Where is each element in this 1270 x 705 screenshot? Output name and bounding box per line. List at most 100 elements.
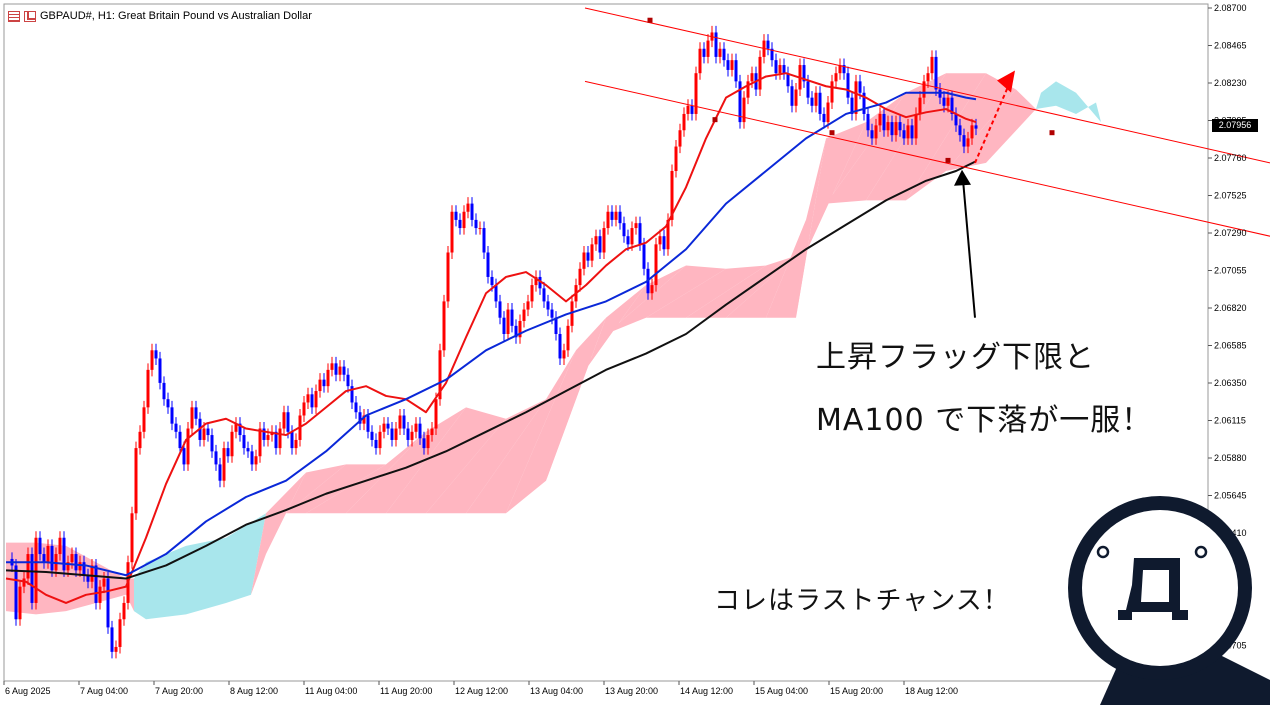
candle-body <box>894 122 898 136</box>
candle-body <box>702 48 706 57</box>
candle-body <box>242 435 246 449</box>
candle-body <box>170 407 174 424</box>
candle-body <box>638 223 642 245</box>
candle-body <box>118 619 122 647</box>
candle-body <box>870 130 874 139</box>
candle-body <box>314 391 318 408</box>
candle-body <box>410 431 414 440</box>
candle-body <box>654 244 658 286</box>
candle-body <box>210 435 214 452</box>
x-tick-label: 13 Aug 04:00 <box>530 686 583 696</box>
candle-body <box>878 113 882 126</box>
candle-body <box>110 627 114 652</box>
cloud-segment <box>506 317 606 514</box>
candle-body <box>670 171 674 220</box>
flag-lower-line <box>584 80 1270 237</box>
cloud-segment <box>286 464 386 514</box>
candle-body <box>178 431 182 449</box>
candle-body <box>218 464 222 481</box>
x-tick-label: 15 Aug 20:00 <box>830 686 883 696</box>
candle-body <box>18 586 22 620</box>
x-tick-label: 11 Aug 20:00 <box>380 686 432 696</box>
candle-body <box>590 244 594 261</box>
candle-body <box>46 545 50 563</box>
candle-body <box>954 113 958 126</box>
cloud-segment <box>426 399 546 514</box>
candle-body <box>742 97 746 123</box>
candle-body <box>150 350 154 370</box>
candle-body <box>158 358 162 383</box>
candle-body <box>58 537 62 555</box>
candle-body <box>226 448 230 457</box>
candle-body <box>562 350 566 359</box>
candle-body <box>490 276 494 286</box>
candle-body <box>222 448 226 481</box>
y-tick-label: 2.05880 <box>1214 453 1247 463</box>
ma-slow-line <box>5 160 977 580</box>
chart-window-icon[interactable] <box>8 10 20 22</box>
cloud-segment <box>226 513 266 603</box>
candle-body <box>790 86 794 106</box>
candle-body <box>550 309 554 318</box>
candle-body <box>846 73 850 98</box>
candle-body <box>782 65 786 74</box>
candle-body <box>686 105 690 114</box>
mascot-face-icon <box>1068 496 1270 705</box>
candle-body <box>398 415 402 429</box>
candle-body <box>122 602 126 620</box>
candle-body <box>578 268 582 286</box>
candle-body <box>966 138 970 147</box>
flag-anchor <box>829 130 835 136</box>
moving-averages <box>5 72 977 604</box>
candle-body <box>494 285 498 302</box>
cloud-segment <box>134 562 146 620</box>
candle-body <box>430 428 434 436</box>
candle-body <box>698 48 702 74</box>
candle-body <box>682 113 686 131</box>
chart-type-icon[interactable] <box>24 10 36 22</box>
candle-body <box>718 48 722 57</box>
candle-body <box>134 448 138 514</box>
candle-body <box>950 97 954 114</box>
y-tick-label: 2.08230 <box>1214 78 1247 88</box>
candle-body <box>770 48 774 61</box>
candle-body <box>974 125 978 129</box>
candle-body <box>394 428 398 440</box>
candle-body <box>658 236 662 245</box>
candle-body <box>862 92 866 114</box>
mascot-mouth <box>1118 558 1188 620</box>
candle-body <box>830 81 834 103</box>
candle-body <box>470 203 474 220</box>
candle-body <box>706 40 710 57</box>
candle-body <box>834 73 838 82</box>
candle-body <box>290 431 294 449</box>
candle-body <box>250 451 254 465</box>
candle-body <box>826 102 830 123</box>
candle-body <box>362 415 366 424</box>
candle-body <box>374 439 378 449</box>
ma-fast-line <box>5 72 977 604</box>
candle-body <box>350 386 354 403</box>
chart-title-bar: GBPAUD#, H1: Great Britain Pound vs Aust… <box>8 8 312 24</box>
candle-body <box>906 125 910 139</box>
candle-body <box>38 537 42 555</box>
candle-body <box>538 276 542 289</box>
candle-body <box>186 428 190 465</box>
candle-body <box>522 309 526 321</box>
ma-mid-line <box>6 91 977 577</box>
candle-body <box>622 223 626 237</box>
candle-body <box>366 415 370 432</box>
candle-body <box>142 407 146 432</box>
cloud-segment <box>906 73 1016 201</box>
candle-body <box>82 562 86 576</box>
candle-body <box>566 325 570 351</box>
candle-body <box>558 334 562 359</box>
candle-body <box>266 435 270 440</box>
candle-body <box>274 431 278 449</box>
candle-body <box>450 211 454 253</box>
flag-upper-line <box>584 7 1270 164</box>
candle-body <box>486 252 490 277</box>
candle-body <box>246 448 250 452</box>
candle-body <box>414 423 418 432</box>
